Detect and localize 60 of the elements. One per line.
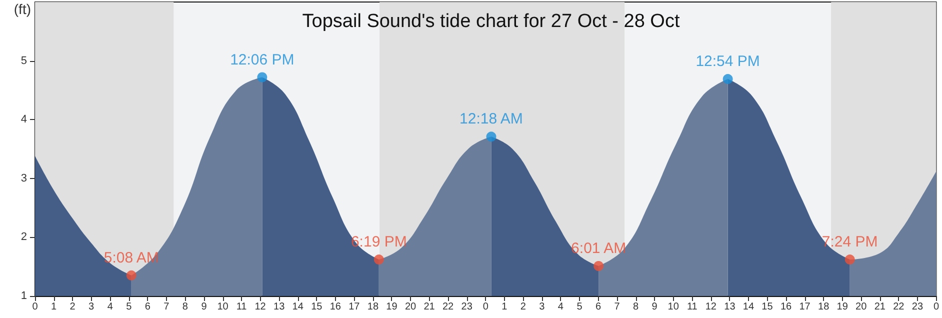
- x-tick-label: 10: [217, 302, 229, 312]
- x-tick-label: 7: [164, 302, 170, 312]
- x-tick-label: 23: [461, 302, 473, 312]
- x-tick-label: 9: [201, 302, 208, 312]
- x-tick-label: 20: [404, 302, 417, 312]
- x-tick-label: 13: [724, 302, 736, 312]
- x-tick-label: 10: [668, 302, 680, 312]
- text: Topsail Sound's tide chart for 27 Oct - 28 Oct: [302, 11, 680, 32]
- x-tick-label: 12: [254, 302, 266, 312]
- x-tick-label: 3: [88, 302, 95, 312]
- x-tick-label: 22: [893, 302, 905, 312]
- x-tick-label: 19: [836, 302, 848, 312]
- x-tick-label: 17: [348, 302, 360, 312]
- x-tick-label: 1: [502, 302, 508, 312]
- annotation: 12:06 PM: [230, 51, 294, 68]
- y-axis-title: (ft): [14, 1, 31, 17]
- x-tick-label: 8: [182, 302, 188, 312]
- x-tick-label: 5: [576, 302, 583, 312]
- x-tick-label: 7: [614, 302, 620, 312]
- annotation: 12:54 PM: [696, 53, 760, 70]
- x-tick-label: 4: [107, 302, 114, 312]
- x-tick-label: 0: [32, 302, 38, 312]
- x-tick-label: 21: [424, 302, 436, 312]
- y-tick-label: 1: [20, 290, 27, 302]
- x-tick-label: 14: [292, 302, 304, 312]
- x-tick-label: 16: [330, 302, 342, 312]
- x-tick-label: 15: [762, 302, 774, 312]
- x-tick-label: 11: [686, 302, 698, 312]
- x-tick-label: 5: [126, 302, 132, 312]
- x-tick-label: 2: [70, 302, 76, 312]
- x-tick-label: 2: [520, 302, 526, 312]
- x-tick-label: 9: [652, 302, 658, 312]
- x-tick-label: 6: [144, 302, 151, 312]
- y-tick-label: 5: [20, 54, 27, 67]
- x-tick-label: 21: [874, 302, 886, 312]
- x-tick-label: 0: [933, 302, 940, 312]
- annotation: 12:18 AM: [460, 110, 523, 128]
- x-tick-label: 3: [539, 302, 546, 312]
- x-tick-label: 12: [705, 302, 717, 312]
- x-tick-label: 4: [558, 302, 564, 312]
- x-tick-label: 20: [856, 302, 868, 312]
- x-tick-label: 6: [595, 302, 602, 312]
- annotation: 6:01 AM: [571, 240, 626, 258]
- x-tick-label: 19: [386, 302, 398, 312]
- y-tick-label: 2: [20, 231, 27, 244]
- x-tick-label: 13: [274, 302, 286, 312]
- x-tick-label: 11: [236, 302, 248, 312]
- x-tick-label: 14: [742, 302, 754, 312]
- x-tick-label: 22: [442, 302, 454, 312]
- x-tick-label: 1: [50, 302, 57, 312]
- x-tick-label: 18: [367, 302, 379, 312]
- x-tick-label: 23: [912, 302, 924, 312]
- x-tick-label: 16: [780, 302, 792, 312]
- y-tick-label: 3: [20, 172, 27, 184]
- x-tick-label: 15: [311, 302, 323, 312]
- x-tick-label: 17: [799, 302, 811, 312]
- x-tick-label: 8: [633, 302, 640, 312]
- x-tick-label: 0: [482, 302, 489, 312]
- x-tick-label: 18: [818, 302, 830, 312]
- y-tick-label: 4: [20, 114, 27, 126]
